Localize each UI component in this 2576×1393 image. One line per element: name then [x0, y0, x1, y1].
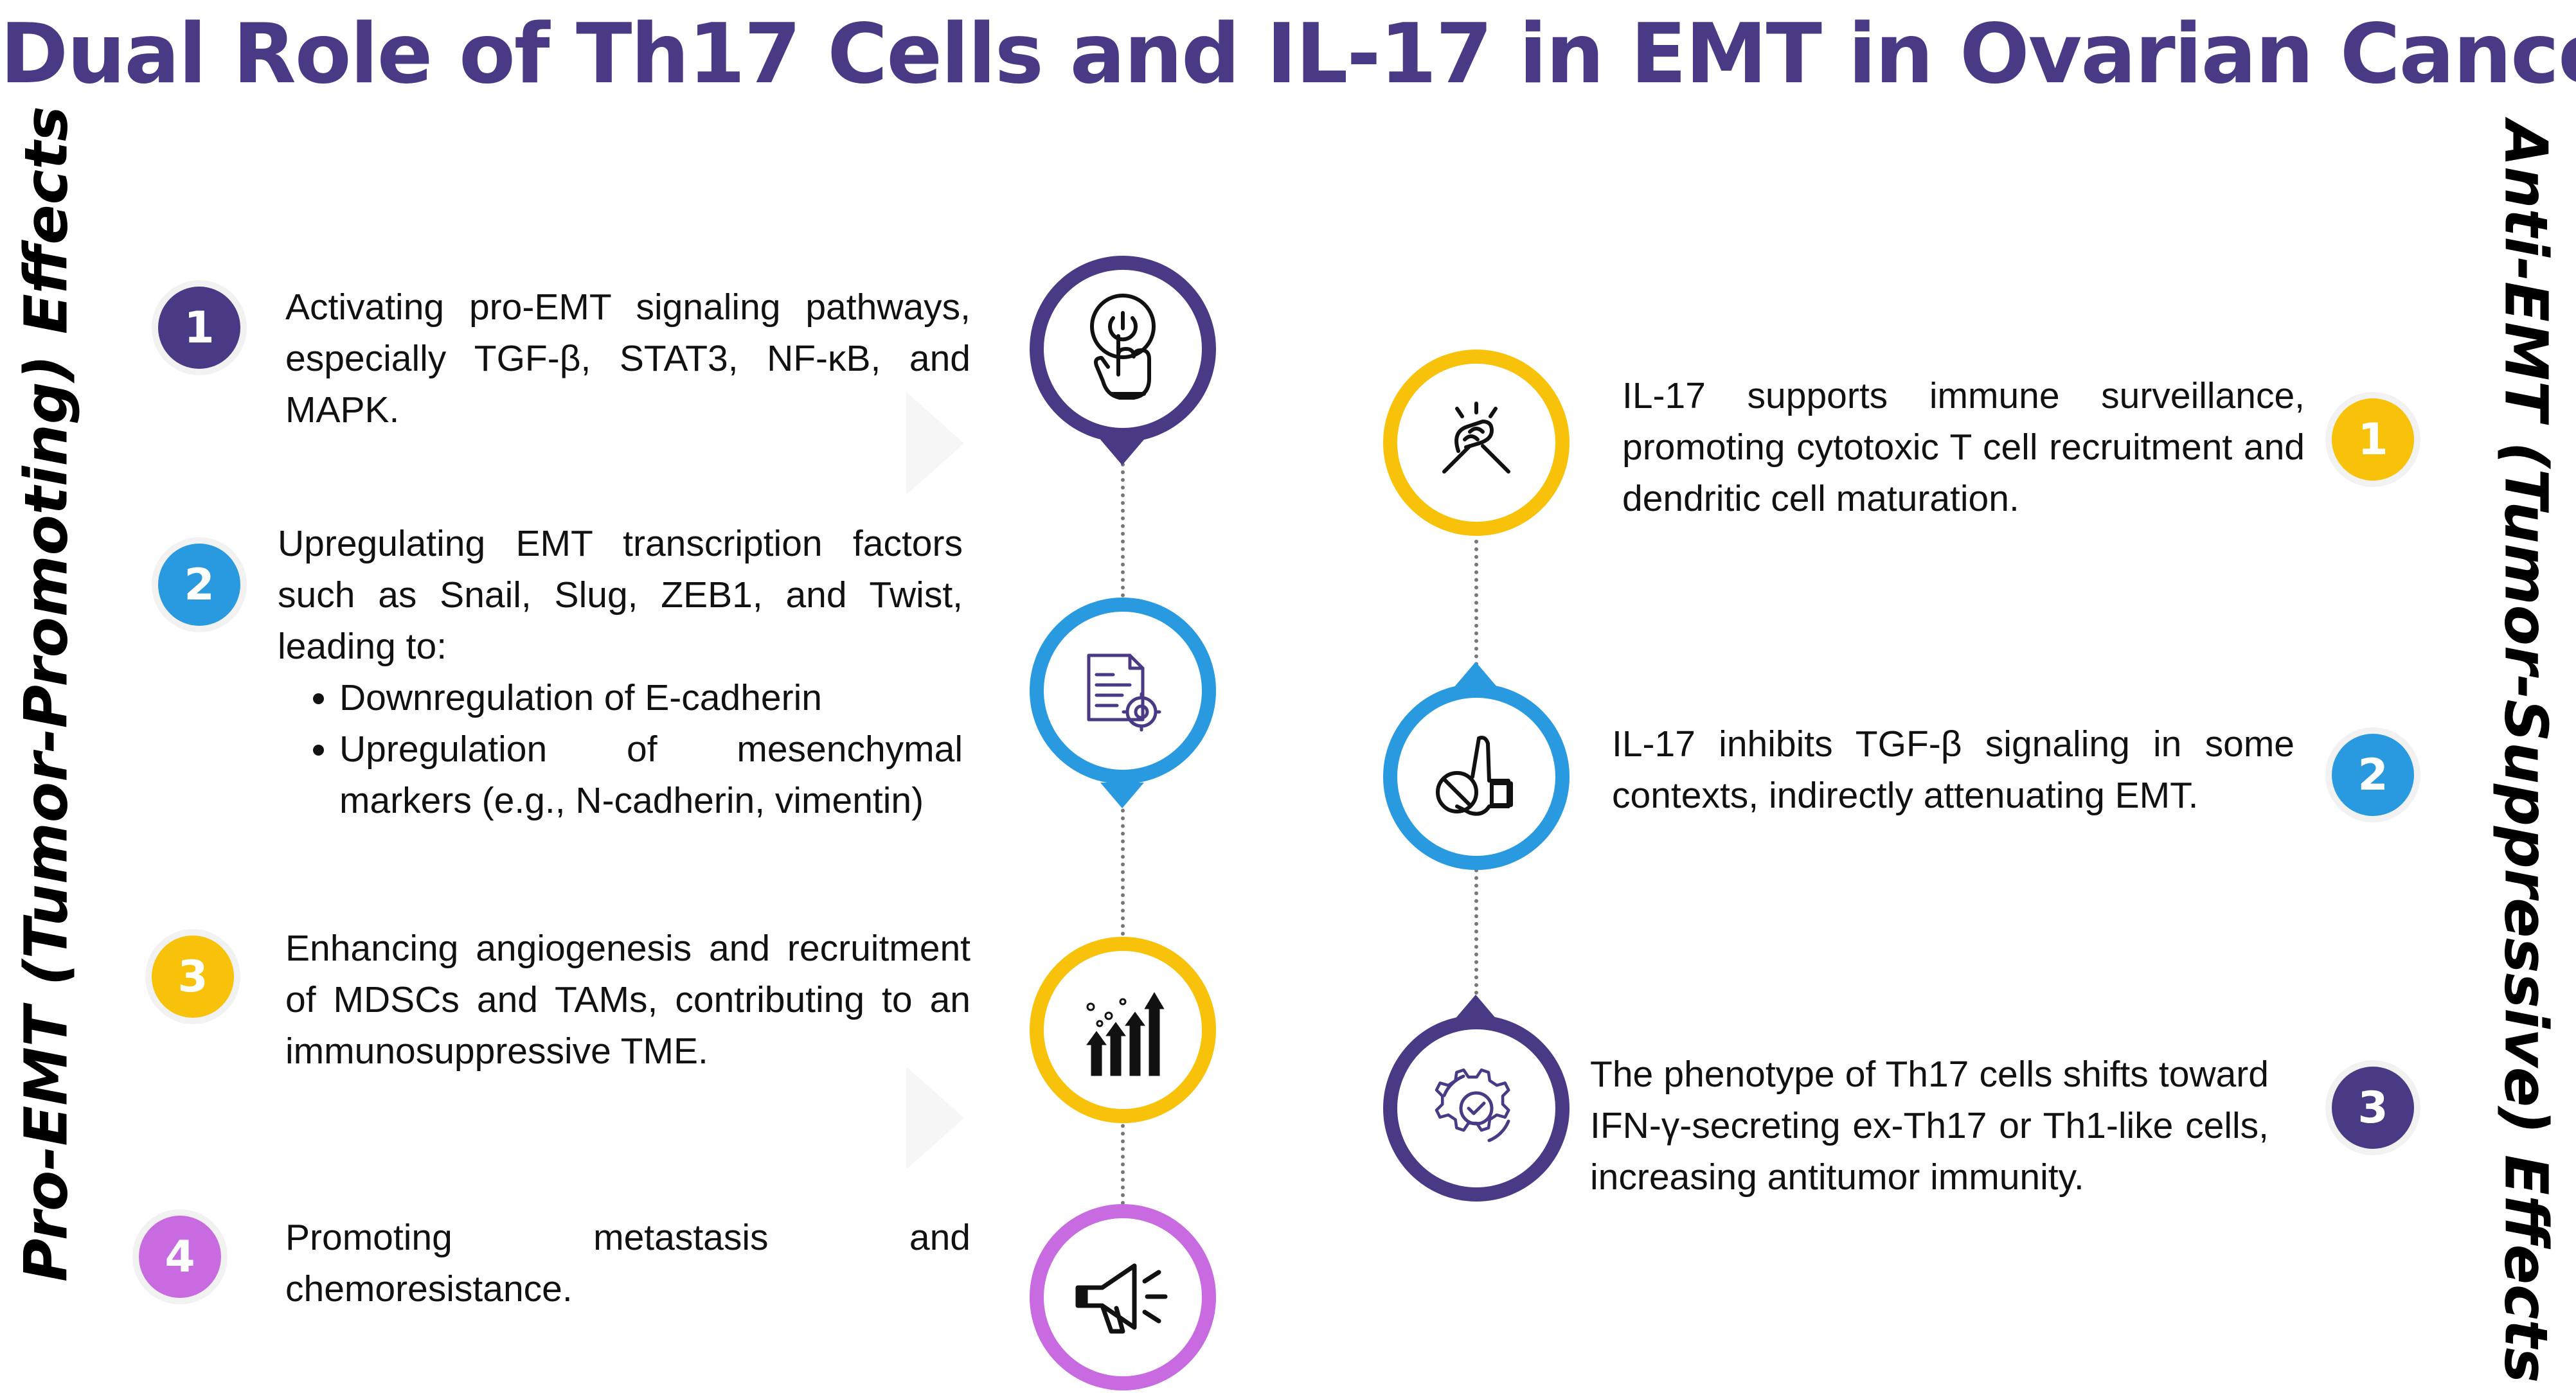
growth-arrows-icon: [1086, 992, 1165, 1076]
pro-icon-circle-4: [1030, 1204, 1216, 1390]
pro-item-2-bullet: Downregulation of E-cadherin: [339, 672, 963, 723]
pro-icon-circle-1: [1030, 256, 1216, 442]
power-button-touch-icon: [1090, 294, 1156, 400]
pro-badge-1: 1: [158, 287, 240, 369]
pro-item-2: Upregulating EMT transcription factors s…: [278, 518, 963, 826]
document-settings-icon: [1087, 653, 1161, 732]
handshake-icon: [1442, 402, 1510, 474]
stop-hand-icon: [1436, 736, 1513, 816]
anti-item-2-text: IL-17 inhibits TGF-β signaling in some c…: [1612, 723, 2294, 816]
pin-pointer: [1454, 662, 1498, 688]
megaphone-icon: [1075, 1263, 1168, 1334]
anti-item-3-text: The phenotype of Th17 cells shifts towar…: [1590, 1054, 2269, 1198]
pin-pointer: [1100, 783, 1144, 808]
decorative-arrow: [906, 392, 964, 495]
gear-check-icon: [1435, 1068, 1510, 1142]
anti-icon-circle-2: [1383, 684, 1570, 870]
pro-item-1-text: Activating pro-EMT signaling pathways, e…: [285, 287, 970, 430]
anti-badge-2: 2: [2332, 734, 2414, 816]
anti-item-1-text: IL-17 supports immune surveillance, prom…: [1622, 375, 2305, 519]
pro-item-2-bullet: Upregulation of mesenchymal markers (e.g…: [339, 723, 963, 826]
anti-badge-1: 1: [2332, 398, 2414, 481]
pro-item-2-text: Upregulating EMT transcription factors s…: [278, 523, 963, 667]
pro-icon-circle-2: [1030, 598, 1216, 784]
pro-item-4-text: Promoting metastasis and chemoresistance…: [285, 1217, 970, 1309]
anti-icon-circle-1: [1383, 350, 1570, 536]
anti-badge-3: 3: [2332, 1067, 2414, 1149]
left-timeline-connector: [1121, 463, 1125, 1221]
pro-emt-side-label: Pro-EMT (Tumor-Promoting) Effects: [12, 106, 81, 1282]
pro-badge-2: 2: [158, 544, 240, 626]
page-title: Dual Role of Th17 Cells and IL-17 in EMT…: [0, 6, 2576, 102]
pro-badge-3: 3: [152, 936, 234, 1018]
anti-emt-side-label: Anti-EMT (Tumor-Suppressive) Effects: [2491, 120, 2561, 1383]
pro-item-2-bullets: Downregulation of E-cadherin Upregulatio…: [278, 672, 963, 826]
decorative-arrow: [906, 1067, 964, 1169]
pro-item-3-text: Enhancing angiogenesis and recruitment o…: [285, 928, 970, 1072]
pro-icon-circle-3: [1030, 937, 1216, 1123]
anti-icon-circle-3: [1383, 1015, 1570, 1202]
pin-pointer: [1100, 439, 1144, 465]
pro-badge-4: 4: [139, 1216, 221, 1298]
